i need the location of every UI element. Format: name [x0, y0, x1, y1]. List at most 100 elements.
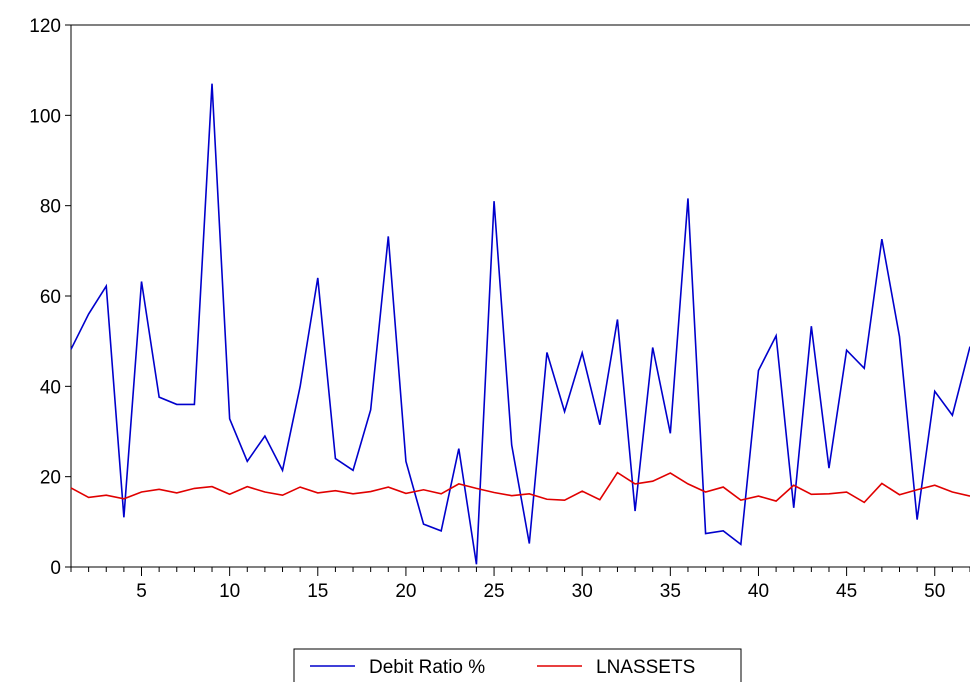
data-point-debit-ratio — [669, 432, 671, 434]
x-tick-label: 30 — [572, 581, 593, 602]
x-tick-label: 50 — [924, 581, 945, 602]
data-point-lnassets — [123, 498, 125, 500]
data-point-debit-ratio — [528, 542, 530, 544]
data-point-debit-ratio — [757, 369, 759, 371]
x-tick-label: 5 — [136, 581, 147, 602]
data-point-lnassets — [299, 486, 301, 488]
data-point-lnassets — [757, 495, 759, 497]
data-point-debit-ratio — [193, 403, 195, 405]
data-point-lnassets — [475, 487, 477, 489]
data-point-debit-ratio — [87, 313, 89, 315]
data-point-lnassets — [546, 498, 548, 500]
data-point-debit-ratio — [934, 390, 936, 392]
data-point-debit-ratio — [510, 444, 512, 446]
x-tick-label: 25 — [483, 581, 504, 602]
data-point-lnassets — [264, 491, 266, 493]
chart-plot-area — [70, 83, 970, 565]
data-point-debit-ratio — [176, 403, 178, 405]
data-point-debit-ratio — [281, 469, 283, 471]
data-point-debit-ratio — [863, 367, 865, 369]
data-point-lnassets — [334, 489, 336, 491]
data-point-debit-ratio — [299, 385, 301, 387]
data-point-debit-ratio — [264, 435, 266, 437]
data-point-debit-ratio — [422, 523, 424, 525]
data-point-lnassets — [793, 484, 795, 486]
data-point-lnassets — [704, 491, 706, 493]
data-point-lnassets — [228, 493, 230, 495]
data-point-debit-ratio — [246, 460, 248, 462]
data-point-lnassets — [616, 471, 618, 473]
data-point-lnassets — [687, 483, 689, 485]
data-point-debit-ratio — [123, 516, 125, 518]
y-tick-label: 80 — [40, 197, 61, 218]
data-point-lnassets — [916, 489, 918, 491]
series-line-lnassets — [70, 471, 970, 504]
data-point-debit-ratio — [704, 532, 706, 534]
data-point-lnassets — [845, 491, 847, 493]
data-point-lnassets — [581, 490, 583, 492]
data-point-debit-ratio — [493, 200, 495, 202]
x-tick-label: 40 — [748, 581, 769, 602]
legend-label-debit-ratio: Debit Ratio % — [369, 657, 485, 678]
data-point-debit-ratio — [440, 530, 442, 532]
data-point-lnassets — [881, 482, 883, 484]
y-tick-label: 60 — [40, 287, 61, 308]
data-point-lnassets — [105, 494, 107, 496]
data-point-lnassets — [193, 487, 195, 489]
data-point-debit-ratio — [369, 409, 371, 411]
x-tick-label: 35 — [660, 581, 681, 602]
y-tick-label: 120 — [29, 16, 61, 37]
data-point-debit-ratio — [563, 410, 565, 412]
data-point-lnassets — [176, 492, 178, 494]
data-point-debit-ratio — [387, 235, 389, 237]
data-point-debit-ratio — [793, 507, 795, 509]
x-tick-label: 20 — [395, 581, 416, 602]
data-point-debit-ratio — [70, 348, 72, 350]
data-point-debit-ratio — [951, 414, 953, 416]
data-point-lnassets — [810, 493, 812, 495]
data-point-lnassets — [458, 483, 460, 485]
data-point-debit-ratio — [740, 543, 742, 545]
data-point-debit-ratio — [652, 346, 654, 348]
x-tick-label: 10 — [219, 581, 240, 602]
data-point-debit-ratio — [634, 510, 636, 512]
data-point-lnassets — [422, 489, 424, 491]
chart-legend: Debit Ratio % LNASSETS — [293, 648, 742, 682]
data-point-debit-ratio — [458, 447, 460, 449]
series-line-debit-ratio — [70, 83, 970, 565]
data-point-debit-ratio — [140, 280, 142, 282]
data-point-debit-ratio — [158, 396, 160, 398]
data-point-debit-ratio — [722, 530, 724, 532]
legend-label-lnassets: LNASSETS — [596, 657, 695, 678]
data-point-lnassets — [387, 486, 389, 488]
data-point-lnassets — [740, 499, 742, 501]
data-point-debit-ratio — [616, 318, 618, 320]
data-point-debit-ratio — [546, 351, 548, 353]
data-point-lnassets — [828, 493, 830, 495]
data-point-debit-ratio — [881, 238, 883, 240]
data-point-debit-ratio — [105, 285, 107, 287]
y-tick-label: 20 — [40, 468, 61, 489]
data-point-lnassets — [493, 491, 495, 493]
data-point-lnassets — [317, 492, 319, 494]
data-point-debit-ratio — [775, 335, 777, 337]
data-point-debit-ratio — [475, 563, 477, 565]
chart-axes: 0 20 40 60 80 100 120 5 10 15 20 25 30 35 40 45 50 — [29, 16, 970, 602]
x-tick-label: 45 — [836, 581, 857, 602]
data-point-debit-ratio — [599, 424, 601, 426]
data-point-lnassets — [775, 500, 777, 502]
data-point-debit-ratio — [898, 335, 900, 337]
data-point-debit-ratio — [581, 352, 583, 354]
data-point-lnassets — [863, 501, 865, 503]
data-point-lnassets — [405, 492, 407, 494]
data-point-debit-ratio — [828, 467, 830, 469]
data-point-debit-ratio — [334, 457, 336, 459]
data-point-lnassets — [934, 484, 936, 486]
data-point-lnassets — [563, 499, 565, 501]
data-point-lnassets — [669, 472, 671, 474]
data-point-lnassets — [352, 493, 354, 495]
y-tick-label: 100 — [29, 106, 61, 127]
data-point-lnassets — [158, 488, 160, 490]
data-point-debit-ratio — [405, 460, 407, 462]
x-tick-label: 15 — [307, 581, 328, 602]
